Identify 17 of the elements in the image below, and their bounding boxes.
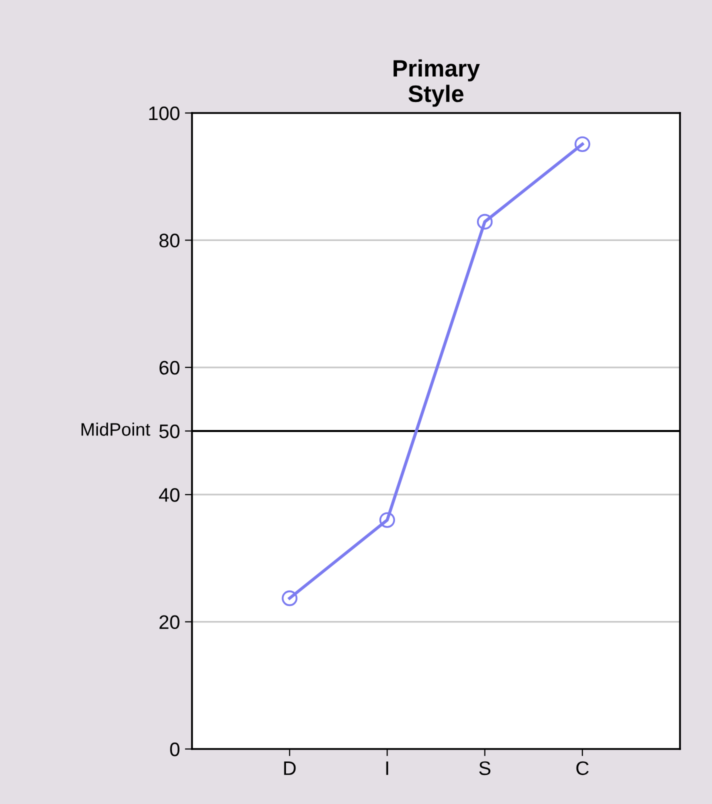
x-tick-label: S	[479, 761, 490, 776]
x-tick-label: I	[386, 762, 388, 775]
ref-line-label: MidPoint	[82, 422, 150, 436]
x-tick-label: D	[284, 762, 296, 775]
point	[282, 590, 298, 606]
point	[574, 136, 590, 152]
y-tick-label: 50	[159, 424, 180, 438]
y-tick-label: 40	[159, 488, 180, 502]
x-tick-label: C	[576, 761, 589, 776]
chart-title: Primary Style	[394, 59, 480, 107]
y-tick-label: 80	[159, 234, 180, 248]
y-tick-label: 60	[160, 360, 180, 375]
point	[476, 214, 493, 230]
y-tick-label: 20	[160, 615, 180, 630]
point	[379, 512, 396, 528]
y-tick-label: 100	[149, 106, 180, 120]
y-tick-label: 0	[170, 742, 180, 756]
